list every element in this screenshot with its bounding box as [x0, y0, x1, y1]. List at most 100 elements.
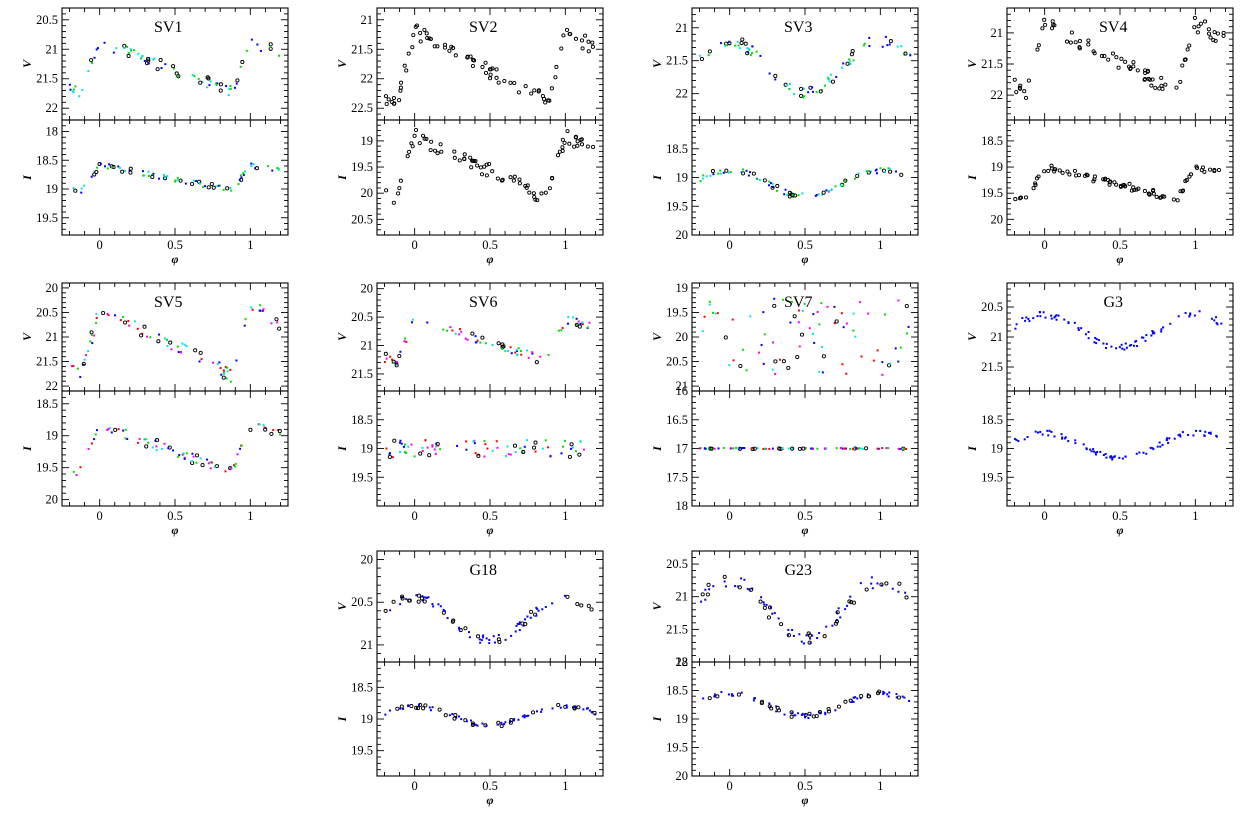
data-point [269, 45, 272, 48]
panel-frame [691, 661, 919, 777]
data-point [841, 66, 844, 69]
data-point [1026, 78, 1031, 83]
data-point [1212, 168, 1217, 173]
data-point [106, 312, 109, 315]
data-point [177, 179, 180, 182]
y-axis-label: V [335, 332, 349, 341]
data-point [766, 615, 771, 620]
data-point [850, 700, 853, 703]
data-point [479, 341, 482, 344]
data-point [845, 61, 850, 66]
data-point [493, 641, 496, 644]
y-tick-label: 22 [676, 87, 689, 101]
data-point [1177, 434, 1180, 437]
data-point [842, 62, 845, 65]
data-point [527, 714, 530, 717]
data-point [880, 584, 883, 587]
data-point [405, 154, 410, 159]
data-point [480, 64, 485, 70]
data-point [119, 319, 122, 322]
data-point [863, 42, 866, 45]
data-point [486, 447, 489, 450]
data-point [775, 705, 780, 710]
data-point [213, 465, 216, 468]
data-point [476, 339, 479, 342]
data-point [483, 440, 486, 443]
data-point [101, 311, 106, 316]
data-point [106, 428, 109, 431]
data-point [815, 193, 818, 196]
y-tick-label: 21.5 [981, 57, 1003, 71]
y-axis-label: I [335, 174, 349, 181]
data-point [1149, 446, 1152, 449]
data-point [163, 337, 166, 340]
data-point [821, 346, 824, 349]
y-tick-label: 16 [676, 384, 689, 398]
data-point [555, 153, 561, 158]
data-points [385, 438, 585, 460]
data-point [139, 333, 144, 338]
data-point [259, 304, 262, 307]
data-point [772, 303, 777, 308]
data-point [1064, 436, 1067, 439]
data-point [1014, 438, 1017, 441]
data-point [424, 31, 429, 36]
data-point [1057, 314, 1060, 317]
data-point [771, 447, 774, 450]
data-point [591, 144, 596, 149]
data-point [834, 185, 837, 188]
data-point [523, 84, 528, 89]
data-point [1102, 54, 1107, 59]
data-point [903, 696, 906, 699]
data-point [124, 437, 127, 440]
data-point [575, 317, 578, 320]
data-point [859, 301, 862, 304]
data-point [830, 189, 833, 192]
data-point [1213, 319, 1216, 322]
data-point [1077, 327, 1080, 330]
data-point [560, 452, 563, 455]
data-point [1124, 455, 1127, 458]
data-point [1178, 79, 1183, 84]
data-point [783, 713, 786, 716]
data-point [414, 705, 419, 710]
data-point [397, 353, 402, 359]
data-point [790, 300, 793, 303]
data-point [750, 447, 753, 450]
data-point [452, 155, 457, 160]
data-point [393, 361, 396, 364]
data-point [68, 83, 71, 86]
data-point [90, 442, 93, 445]
data-point [385, 447, 388, 450]
data-point [845, 372, 848, 375]
data-point [539, 191, 544, 196]
data-point [92, 172, 97, 177]
y-tick-label: 21.5 [981, 360, 1003, 374]
data-point [849, 600, 854, 605]
data-point [1048, 429, 1051, 432]
data-point [1074, 442, 1077, 445]
data-point [711, 311, 714, 314]
data-point [201, 81, 204, 84]
data-point [1095, 453, 1098, 456]
y-tick-label: 20.5 [981, 300, 1003, 314]
data-point [1181, 431, 1184, 434]
data-point [1151, 187, 1156, 192]
data-point [778, 358, 781, 361]
data-point [483, 455, 486, 458]
data-point [698, 447, 701, 450]
data-point [868, 45, 871, 48]
data-point [191, 452, 194, 455]
data-point [176, 345, 179, 348]
data-point [176, 75, 179, 78]
data-point [1123, 348, 1126, 351]
data-point [463, 626, 468, 631]
data-point [840, 446, 843, 449]
data-point [811, 86, 814, 89]
data-point [749, 54, 752, 57]
data-point [786, 633, 789, 636]
data-point [787, 628, 790, 631]
data-point [905, 332, 908, 335]
data-point [736, 692, 741, 697]
